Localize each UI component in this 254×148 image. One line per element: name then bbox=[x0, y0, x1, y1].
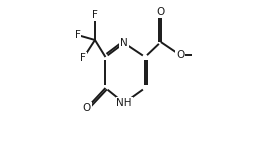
Text: F: F bbox=[74, 30, 81, 40]
Text: NH: NH bbox=[116, 98, 132, 108]
Text: F: F bbox=[92, 10, 98, 20]
Text: N: N bbox=[120, 38, 128, 48]
Text: F: F bbox=[80, 53, 86, 63]
Text: O: O bbox=[157, 7, 165, 17]
Text: O: O bbox=[83, 103, 91, 113]
Text: O: O bbox=[176, 50, 184, 60]
